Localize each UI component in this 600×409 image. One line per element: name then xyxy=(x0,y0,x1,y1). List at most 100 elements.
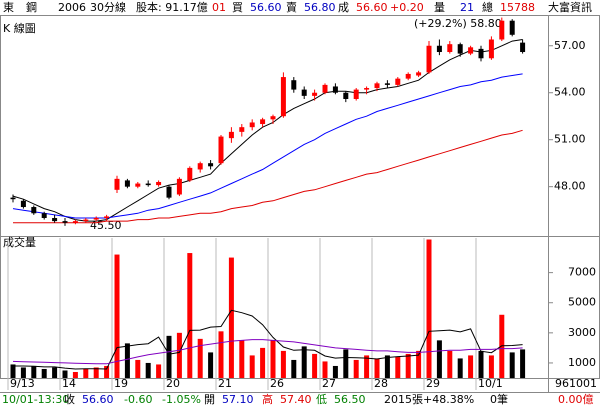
header-item: 量 xyxy=(434,1,445,14)
volume-bar xyxy=(312,353,318,378)
x-tick-label: 26 xyxy=(270,377,284,390)
header-item: 股本: 91.17億 xyxy=(136,0,208,14)
volume-bar xyxy=(395,356,401,378)
candle-body xyxy=(520,42,526,53)
candle-body xyxy=(114,178,120,190)
candle-body xyxy=(499,20,505,40)
volume-bar xyxy=(291,359,297,378)
volume-bar xyxy=(457,358,463,378)
volume-bar xyxy=(405,353,411,378)
candle-body xyxy=(156,181,162,186)
status-item: 高 xyxy=(262,392,273,406)
candle-body xyxy=(124,180,130,187)
volume-bar xyxy=(478,350,484,378)
candle-body xyxy=(249,122,255,128)
header-item: 買 xyxy=(232,1,243,14)
volume-bar xyxy=(20,367,26,378)
candle-body xyxy=(374,83,380,89)
candle-body xyxy=(312,92,318,96)
x-tick-label: 27 xyxy=(322,377,336,390)
ma-line xyxy=(13,309,523,370)
y-tick-label: 7000 xyxy=(568,266,596,279)
volume-bar xyxy=(322,361,328,378)
x-tick-label: 14 xyxy=(62,377,76,390)
y-tick-label: 5000 xyxy=(568,296,596,309)
candle-body xyxy=(176,178,182,195)
volume-bar xyxy=(41,368,47,378)
status-item: 收 xyxy=(64,392,75,406)
header-item: 56.60 xyxy=(356,1,388,14)
status-item: 0.00億 xyxy=(558,393,594,406)
candle-body xyxy=(228,131,234,139)
volume-bar xyxy=(301,346,307,378)
volume-bar xyxy=(374,358,380,378)
y-tick-label: 48.00 xyxy=(554,180,586,193)
ma-line xyxy=(12,39,523,222)
header-item: 大富資訊 xyxy=(548,0,592,14)
volume-bar xyxy=(228,257,234,378)
volume-bar xyxy=(426,239,432,378)
ma-line xyxy=(13,129,523,224)
volume-bar xyxy=(509,352,515,378)
x-tick-label: 29 xyxy=(426,377,440,390)
x-tick-label: 10/1 xyxy=(478,377,503,390)
candle-body xyxy=(62,221,68,223)
candle-body xyxy=(83,219,89,222)
header-item: 56.80 xyxy=(304,1,336,14)
candle-body xyxy=(135,183,141,187)
candle-body xyxy=(10,197,16,200)
y-tick-label: 54.00 xyxy=(554,86,586,99)
y-tick-label: 57.00 xyxy=(554,39,586,52)
volume-bar xyxy=(83,368,89,378)
volume-bar xyxy=(436,340,442,378)
volume-bar xyxy=(208,352,214,378)
candle-body xyxy=(322,84,328,93)
candle-body xyxy=(72,221,78,223)
x-tick-label: 20 xyxy=(166,377,180,390)
candle-body xyxy=(208,163,214,167)
volume-panel-title: 成交量 xyxy=(3,235,36,249)
header-item: +0.20 xyxy=(390,1,424,14)
candle-body xyxy=(478,48,484,59)
candle-body xyxy=(436,45,442,53)
status-item: -0.60 xyxy=(124,393,152,406)
header-item: 56.60 xyxy=(250,1,282,14)
header-item: 2006 xyxy=(58,1,86,14)
volume-bar xyxy=(72,371,78,378)
candle-body xyxy=(291,80,297,90)
header-item: 01 xyxy=(212,1,226,14)
volume-bar xyxy=(384,355,390,378)
status-item: 10/01-13:30 xyxy=(2,393,69,406)
ma-line xyxy=(12,339,523,365)
volume-bar xyxy=(520,349,526,378)
volume-bar xyxy=(187,253,193,378)
candle-body xyxy=(52,217,58,222)
volume-bar xyxy=(218,331,224,378)
volume-bar xyxy=(145,362,151,378)
volume-bar xyxy=(239,340,245,378)
volume-bar xyxy=(156,364,162,378)
header-item: 賣 xyxy=(286,0,297,14)
status-item: 2015張+48.38% xyxy=(384,393,474,406)
candle-body xyxy=(197,163,203,170)
y-tick-label: 3000 xyxy=(568,326,596,339)
header-item: 成 xyxy=(338,1,349,14)
status-item: 0筆 xyxy=(490,392,508,406)
candle-body xyxy=(447,44,453,53)
y-tick-label: 51.00 xyxy=(554,133,586,146)
candle-body xyxy=(166,186,172,198)
candle-body xyxy=(426,45,432,73)
candle-body xyxy=(416,72,422,76)
x-tick-label: 28 xyxy=(374,377,388,390)
volume-bar xyxy=(332,365,338,378)
volume-bar xyxy=(10,364,16,378)
candle-body xyxy=(41,213,47,218)
volume-bar xyxy=(31,365,37,378)
header-item: 21 xyxy=(460,1,474,14)
volume-bar xyxy=(364,355,370,378)
candle-body xyxy=(104,216,110,218)
volume-bar xyxy=(62,370,68,378)
header-item: 鋼 xyxy=(26,0,37,14)
x-tick-label: 19 xyxy=(114,377,128,390)
